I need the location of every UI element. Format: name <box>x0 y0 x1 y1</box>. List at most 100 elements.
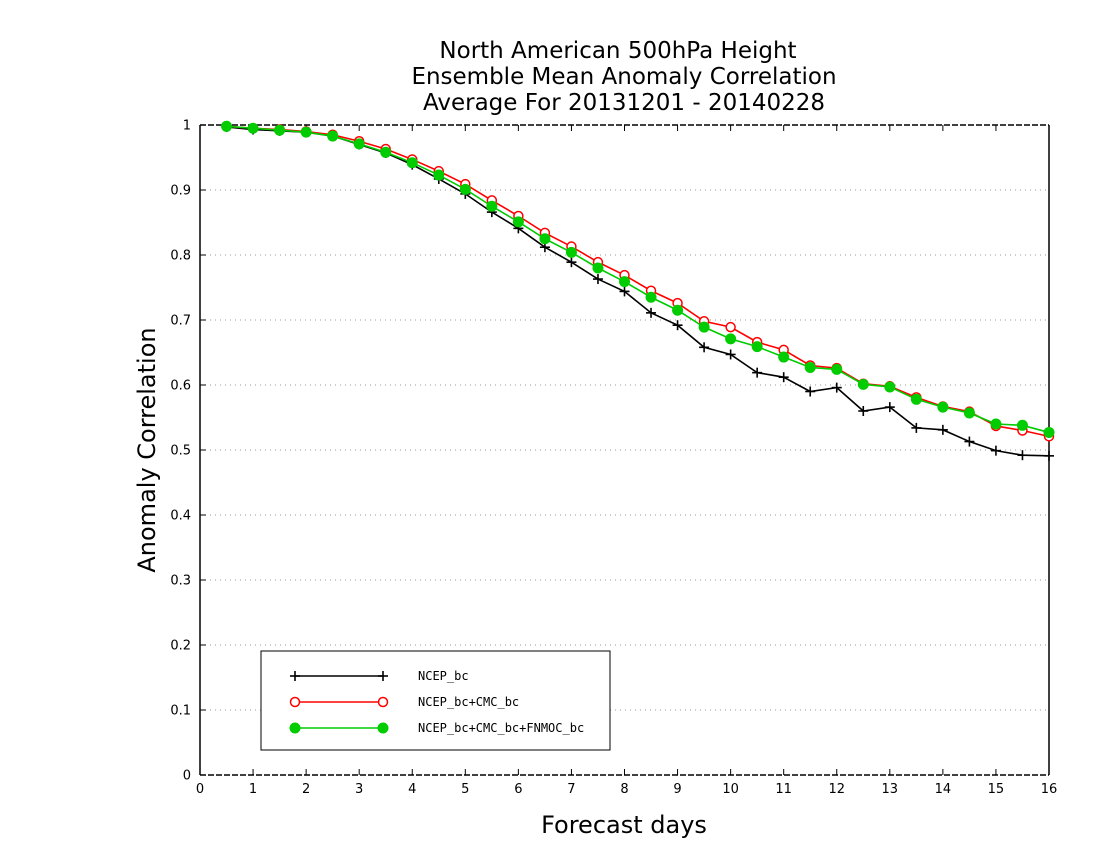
point-s2-23 <box>831 363 843 375</box>
point-s2-16 <box>645 291 657 303</box>
point-s2-21 <box>778 351 790 363</box>
x-tick-label-6: 6 <box>514 782 522 797</box>
series-2 <box>221 120 1055 438</box>
legend-item-0: NCEP_bc <box>290 669 469 683</box>
y-axis-label: Anomaly Correlation <box>133 327 161 572</box>
y-tick-label-6: 0.6 <box>170 379 191 394</box>
point-s2-22 <box>804 361 816 373</box>
chart-title: North American 500hPa Height Ensemble Me… <box>411 38 836 116</box>
x-tick-label-9: 9 <box>673 782 681 797</box>
point-s2-4 <box>327 130 339 142</box>
y-tick-label-2: 0.2 <box>170 639 191 654</box>
y-tick-label-7: 0.7 <box>170 314 191 329</box>
point-s2-2 <box>274 124 286 136</box>
point-s0-21 <box>778 372 789 383</box>
point-s0-24 <box>858 406 869 416</box>
point-s0-27 <box>937 424 948 435</box>
grid <box>200 189 1049 711</box>
axes: 00.10.20.30.40.50.60.70.80.910 1 2 3 4 5 6 7 8 9 1… <box>170 119 1057 798</box>
point-s2-24 <box>857 378 869 390</box>
point-s0-25 <box>884 402 895 413</box>
point-s2-19 <box>725 333 737 345</box>
y-tick-label-1: 0.1 <box>170 704 191 719</box>
point-s0-18 <box>699 342 710 353</box>
point-s2-5 <box>353 138 365 150</box>
point-s0-22 <box>805 386 816 397</box>
x-tick-label-3: 3 <box>355 782 363 797</box>
x-tick-label-14: 14 <box>935 782 952 797</box>
x-tick-label-12: 12 <box>828 782 845 797</box>
legend-label-0: NCEP_bc <box>418 669 469 683</box>
point-s0-28 <box>964 436 975 447</box>
point-s2-15 <box>619 276 630 288</box>
y-tick-label-5: 0.5 <box>170 444 191 459</box>
point-s2-10 <box>486 200 498 212</box>
legend-label-1: NCEP_bc+CMC_bc <box>418 695 519 709</box>
point-s0-14 <box>592 274 603 285</box>
point-s2-20 <box>751 341 763 353</box>
point-s0-16 <box>646 307 657 318</box>
point-s0-23 <box>831 382 842 393</box>
series <box>221 120 1055 461</box>
point-s2-14 <box>592 262 604 274</box>
point-s2-11 <box>512 216 524 228</box>
point-s2-30 <box>1016 419 1028 431</box>
series-line-2 <box>226 125 1050 434</box>
legend-marker-start-0 <box>290 671 300 681</box>
x-tick-label-5: 5 <box>461 782 469 797</box>
x-tick-label-2: 2 <box>302 782 310 797</box>
x-tick-label-0: 0 <box>196 782 204 797</box>
legend-item-1: NCEP_bc+CMC_bc <box>289 695 519 709</box>
x-tick-label-11: 11 <box>775 782 792 797</box>
y-tick-label-8: 0.8 <box>170 249 191 264</box>
point-s2-6 <box>380 146 392 158</box>
point-s2-18 <box>698 321 710 333</box>
point-s2-12 <box>539 233 551 245</box>
point-s1-19 <box>725 321 736 333</box>
legend-marker-end-1 <box>377 696 389 708</box>
legend: NCEP_bc NCEP_bc+CMC_bc NCEP_bc+CMC_bc+FNMO… <box>260 650 611 751</box>
legend-marker-end-2 <box>377 722 389 734</box>
legend-marker-start-1 <box>289 696 301 708</box>
point-s2-1 <box>247 122 259 134</box>
y-tick-label-9: 0.9 <box>170 184 191 199</box>
x-tick-label-1: 1 <box>249 782 257 797</box>
point-s2-13 <box>565 246 577 258</box>
title-line-1: North American 500hPa Height <box>439 38 796 64</box>
point-s0-15 <box>619 286 630 297</box>
y-tick-label-0: 0 <box>183 769 191 784</box>
point-s0-26 <box>911 422 922 433</box>
x-tick-label-16: 16 <box>1041 782 1058 797</box>
point-s2-28 <box>963 407 975 419</box>
x-tick-label-4: 4 <box>408 782 416 797</box>
x-tick-label-13: 13 <box>882 782 899 797</box>
point-s0-20 <box>752 367 763 378</box>
title-line-3: Average For 20131201 - 20140228 <box>423 90 825 116</box>
series-line-1 <box>226 125 1050 438</box>
point-s0-29 <box>990 445 1001 456</box>
legend-label-2: NCEP_bc+CMC_bc+FNMOC_bc <box>418 721 584 735</box>
point-s2-7 <box>406 157 418 169</box>
series-line-0 <box>226 126 1050 457</box>
point-s2-3 <box>300 126 312 138</box>
x-axis-label: Forecast days <box>541 811 707 839</box>
series-0 <box>221 121 1054 461</box>
point-s0-13 <box>566 257 577 268</box>
y-tick-label-3: 0.3 <box>170 574 191 589</box>
point-s0-19 <box>725 349 736 360</box>
series-1 <box>221 121 1055 442</box>
x-tick-label-7: 7 <box>567 782 575 797</box>
point-s2-0 <box>221 120 233 132</box>
x-tick-label-8: 8 <box>620 782 628 797</box>
title-line-2: Ensemble Mean Anomaly Correlation <box>411 64 836 90</box>
point-s2-26 <box>910 393 922 405</box>
x-tick-label-10: 10 <box>722 782 739 797</box>
point-s0-31 <box>1044 450 1054 461</box>
point-s2-31 <box>1043 426 1055 438</box>
point-s0-30 <box>1017 450 1028 461</box>
legend-item-2: NCEP_bc+CMC_bc+FNMOC_bc <box>289 721 584 735</box>
point-s2-25 <box>884 381 896 393</box>
point-s2-8 <box>433 169 445 181</box>
